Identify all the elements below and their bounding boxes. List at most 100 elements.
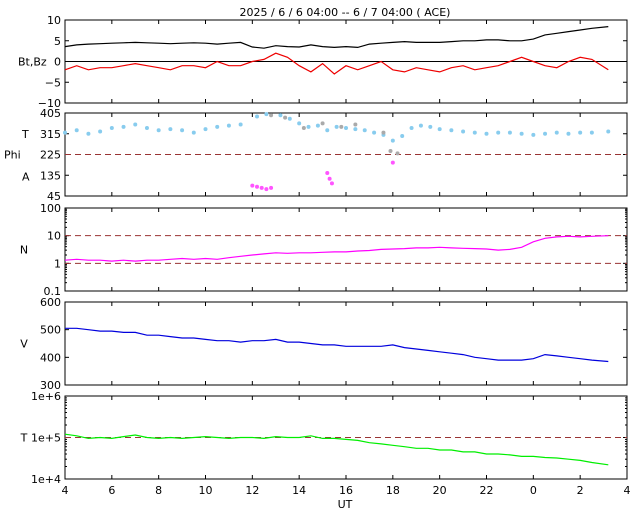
y-tick-label: 0	[54, 56, 61, 69]
y-tick-label: 500	[40, 324, 61, 337]
y-tick-label: 135	[40, 169, 61, 182]
y-axis-label: N	[20, 244, 28, 257]
x-tick-label: 14	[292, 484, 306, 497]
x-tick-label: 2	[577, 484, 584, 497]
x-tick-label: 0	[530, 484, 537, 497]
panel-magnetic-field: 10 5 0 −5 −10 Bt,Bz	[18, 14, 628, 110]
data-point	[109, 125, 114, 130]
data-point	[180, 128, 185, 133]
data-point	[86, 131, 91, 136]
data-point	[297, 121, 302, 126]
data-point	[519, 131, 524, 136]
data-point	[418, 123, 423, 128]
data-point	[287, 116, 292, 121]
x-tick-label: 12	[245, 484, 259, 497]
y-tick-label: 100	[40, 202, 61, 215]
y-tick-label: 400	[40, 351, 61, 364]
data-point	[215, 124, 220, 129]
y-tick-label: 1e+4	[31, 473, 61, 486]
data-point	[381, 130, 386, 135]
series-line	[64, 235, 609, 262]
data-point	[283, 115, 288, 120]
data-point	[203, 127, 208, 132]
x-tick-label: 16	[339, 484, 353, 497]
data-point	[362, 128, 367, 133]
y-tick-label: 45	[47, 190, 61, 203]
y-tick-label: −5	[45, 76, 61, 89]
y-axis-label: T	[21, 128, 29, 141]
data-point	[390, 160, 395, 165]
data-point	[327, 176, 332, 181]
data-point	[353, 127, 358, 132]
y-tick-label: 5	[54, 35, 61, 48]
data-point	[255, 114, 260, 119]
data-point	[226, 123, 231, 128]
x-tick-label: 18	[386, 484, 400, 497]
data-point	[437, 127, 442, 132]
data-point	[353, 122, 358, 127]
panels-group: 1050−5−10Bt,Bz40531522513545TPhiA1001010…	[4, 14, 631, 497]
data-point	[543, 131, 548, 136]
panel-frame	[64, 301, 628, 386]
data-point	[264, 187, 269, 192]
y-tick-label: 405	[40, 107, 61, 120]
data-point	[278, 113, 283, 118]
data-point	[306, 124, 311, 129]
data-point	[301, 125, 306, 130]
data-point	[372, 130, 377, 135]
data-point	[144, 125, 149, 130]
data-point	[344, 125, 348, 130]
data-point	[133, 122, 138, 127]
data-point	[554, 130, 559, 135]
data-point	[168, 127, 173, 132]
y-tick-label: 10	[47, 14, 61, 27]
data-point	[395, 151, 400, 156]
x-tick-label: 4	[62, 484, 69, 497]
data-point	[334, 124, 339, 129]
data-point	[325, 170, 330, 175]
series-line	[64, 52, 609, 75]
x-tick-label: 10	[199, 484, 213, 497]
y-axis-label: T	[20, 432, 28, 445]
data-point	[496, 130, 501, 135]
data-point	[388, 149, 393, 154]
data-point	[329, 181, 334, 186]
data-point	[531, 132, 536, 137]
y-tick-label: 225	[40, 149, 61, 162]
data-point	[269, 113, 274, 118]
x-tick-label: 6	[108, 484, 115, 497]
data-point	[264, 112, 269, 117]
y-tick-label: 1e+6	[31, 390, 61, 403]
y-tick-label: 10	[47, 230, 61, 243]
data-point	[259, 185, 264, 190]
y-tick-label: 600	[40, 296, 61, 309]
data-point	[606, 129, 611, 134]
data-point	[74, 128, 79, 133]
y-axis-label: Phi	[4, 149, 21, 162]
data-point	[98, 129, 103, 134]
data-point	[121, 124, 126, 129]
x-tick-label: 22	[480, 484, 494, 497]
x-axis-label: UT	[338, 498, 353, 511]
data-point	[507, 130, 512, 135]
data-point	[449, 128, 454, 133]
y-tick-label: −10	[38, 97, 61, 110]
data-point	[320, 121, 325, 126]
data-point	[250, 183, 255, 188]
y-axis-label: Bt,Bz	[18, 56, 47, 69]
data-point	[191, 130, 196, 135]
y-axis-label: V	[20, 338, 28, 351]
data-point	[589, 130, 594, 135]
y-tick-label: 1	[54, 257, 61, 270]
data-point	[325, 128, 330, 133]
data-point	[390, 138, 395, 143]
data-point	[566, 131, 571, 136]
data-point	[339, 124, 344, 129]
panel-speed: 600 500 400 300 V	[20, 296, 628, 392]
chart-title: 2025 / 6 / 6 04:00 -- 6 / 7 04:00 ( ACE)	[240, 6, 451, 19]
y-tick-label: 1e+5	[31, 432, 61, 445]
data-point	[428, 124, 433, 129]
data-point	[63, 130, 67, 135]
panel-temperature: 1e+6 1e+5 1e+4 T	[20, 390, 628, 486]
